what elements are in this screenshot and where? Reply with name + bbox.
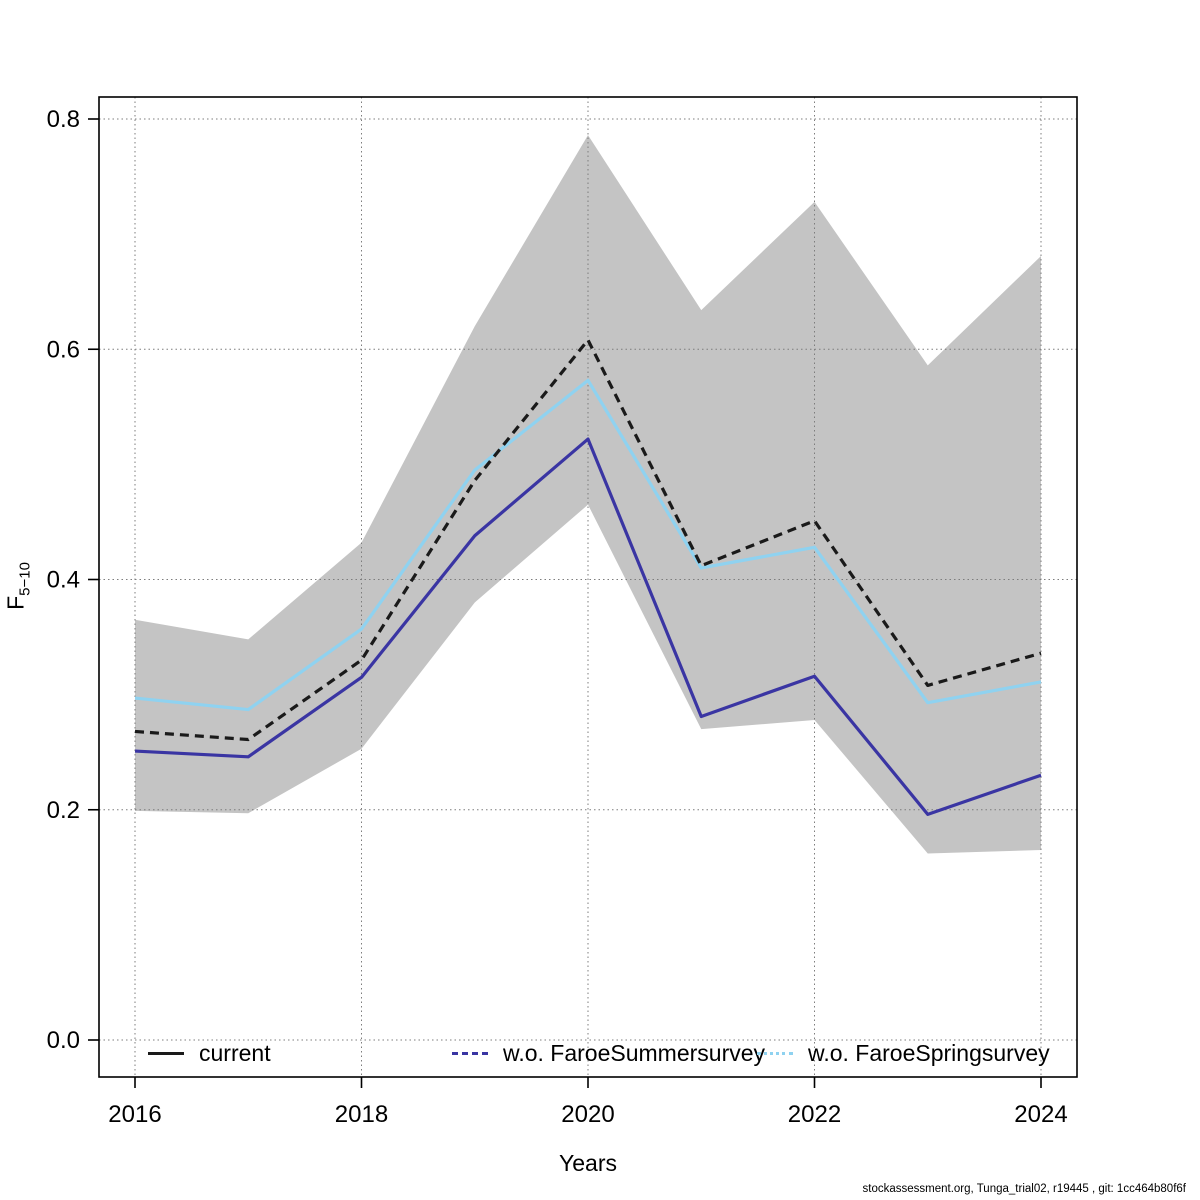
x-tick-label: 2022 <box>788 1101 841 1128</box>
legend-line-swatch-wo-faroespringsurvey <box>757 1051 793 1055</box>
x-tick-label: 2018 <box>335 1101 388 1128</box>
y-axis-title-subscript: 5−10 <box>16 562 34 596</box>
footer-citation: stockassessment.org, Tunga_trial02, r194… <box>862 1183 1186 1195</box>
y-tick-label: 0.6 <box>47 336 80 363</box>
line-wo-faroespringsurvey <box>134 378 1042 712</box>
x-tick-label: 2016 <box>108 1101 161 1128</box>
y-axis-title-main: F <box>2 595 29 610</box>
y-tick-label: 0.8 <box>47 106 80 133</box>
x-tick-label: 2024 <box>1014 1101 1067 1128</box>
y-tick-label: 0.0 <box>47 1027 80 1054</box>
legend-item-wo-faroesummersurvey: w.o. FaroeSummersurvey <box>452 1039 765 1067</box>
legend-line-swatch-wo-faroesummersurvey <box>452 1051 488 1055</box>
x-axis-title: Years <box>559 1150 617 1176</box>
legend-label-wo-faroesummersurvey: w.o. FaroeSummersurvey <box>503 1040 766 1066</box>
legend-label-current: current <box>199 1040 271 1066</box>
line-wo-faroesummersurvey <box>134 437 1042 816</box>
legend-item-wo-faroespringsurvey: w.o. FaroeSpringsurvey <box>757 1039 1050 1067</box>
x-tick-label: 2020 <box>561 1101 614 1128</box>
y-tick-label: 0.4 <box>47 567 80 594</box>
y-tick-label: 0.2 <box>47 797 80 824</box>
legend-label-wo-faroespringsurvey: w.o. FaroeSpringsurvey <box>808 1040 1050 1066</box>
y-axis-title: F5−10 <box>3 562 34 610</box>
legend-item-current: current <box>148 1039 271 1067</box>
legend-line-swatch-current <box>148 1051 184 1055</box>
